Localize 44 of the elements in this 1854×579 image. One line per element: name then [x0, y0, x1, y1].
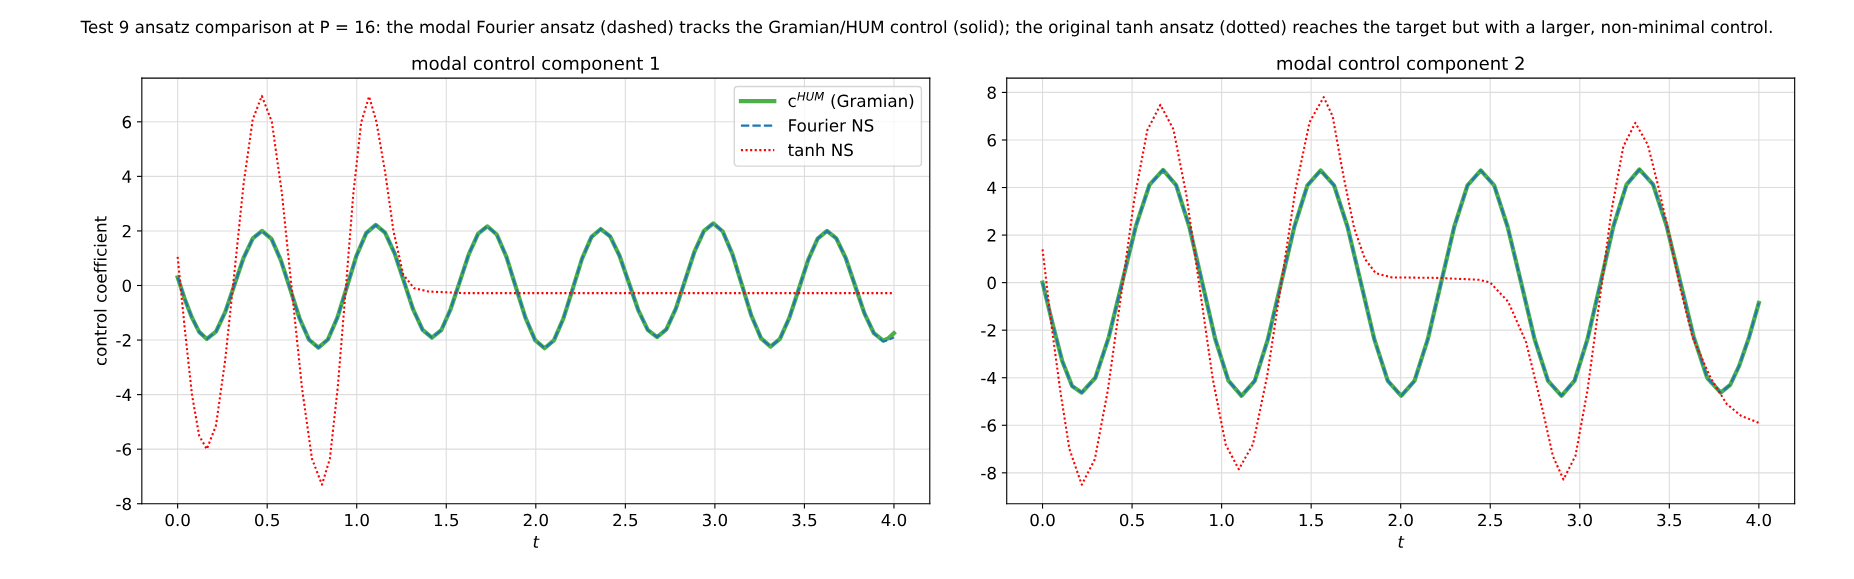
legend-label: c$^{HUM}$ (Gramian)	[788, 92, 914, 110]
x-tick-label: 1.0	[1210, 513, 1234, 527]
x-tick-label: 0.0	[1030, 513, 1055, 527]
legend-label: tanh NS	[788, 143, 853, 157]
y-tick-label: 4	[122, 170, 132, 183]
x-tick-label: 0.0	[165, 513, 190, 527]
x-axis-title: t	[1398, 536, 1405, 548]
y-tick-label: 6	[122, 115, 132, 129]
y-tick-label: -2	[981, 324, 996, 337]
x-tick-label: 2.5	[1478, 513, 1503, 527]
y-tick-label: 0	[122, 279, 131, 293]
y-tick-label: -4	[981, 371, 997, 385]
y-tick-label: 4	[987, 181, 997, 194]
x-tick-label: 4.0	[881, 513, 907, 527]
y-tick-label: -6	[981, 419, 996, 432]
x-tick-label: 2.0	[523, 513, 548, 527]
x-tick-label: 1.5	[434, 513, 459, 527]
y-tick-label: 2	[122, 224, 131, 238]
y-tick-label: -6	[116, 443, 132, 456]
y-axis-title: control coefficient	[93, 216, 107, 366]
x-tick-label: 2.0	[1388, 513, 1413, 527]
y-tick-label: 0	[987, 276, 996, 290]
x-tick-label: 2.5	[613, 513, 638, 527]
y-tick-label: -4	[116, 388, 132, 401]
chart-title: modal control component 2	[1277, 56, 1524, 74]
x-tick-label: 0.5	[255, 513, 279, 527]
x-tick-label: 4.0	[1746, 513, 1771, 527]
chart-title: modal control component 1	[412, 56, 659, 74]
x-tick-label: 3.0	[1567, 513, 1592, 527]
x-tick-label: 3.5	[1657, 513, 1682, 527]
x-axis-title: t	[533, 536, 540, 548]
y-tick-label: -8	[116, 497, 131, 511]
y-tick-label: 6	[987, 133, 996, 147]
y-tick-label: 8	[987, 86, 996, 99]
x-tick-label: 1.0	[345, 513, 369, 527]
y-tick-label: -2	[116, 334, 131, 347]
legend-label: Fourier NS	[789, 118, 874, 132]
x-tick-label: 3.5	[792, 513, 817, 527]
x-tick-label: 0.5	[1119, 513, 1144, 527]
y-tick-label: 2	[987, 229, 996, 242]
x-tick-label: 3.0	[702, 513, 728, 527]
x-tick-label: 1.5	[1299, 513, 1323, 527]
y-tick-label: -8	[981, 466, 996, 480]
text: Test 9 ansatz comparison at P = 16: the modal Fourier ansatz (dashed) tracks the Gramian/HUM control (solid); the original tanh ansatz (dotted) reaches the target but with a larger, non-minimal control.	[80, 20, 1772, 37]
